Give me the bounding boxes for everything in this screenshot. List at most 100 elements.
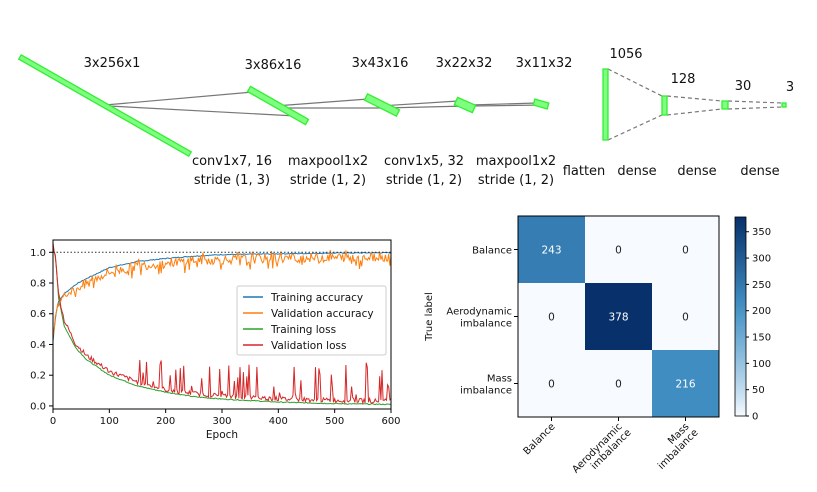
layer-shape-label: 3 (786, 80, 794, 95)
cell-value: 0 (682, 312, 689, 324)
series-line (52, 251, 392, 342)
legend-label: Validation accuracy (271, 308, 374, 320)
layer-shape-label: 128 (671, 72, 696, 87)
legend-label: Training loss (270, 324, 336, 336)
y-tick-label: 0.2 (30, 371, 46, 382)
connection-line (108, 105, 297, 117)
y-tick-label: 0.4 (30, 340, 46, 351)
feature-map-block (532, 98, 550, 110)
training-curves-chart: 0 100 200 300 400 500 600 0.0 0.2 0.4 0.6 0.8 1.0 Epo… (30, 239, 401, 441)
colorbar-tick-label: 300 (752, 254, 771, 265)
dense-layer-block (602, 68, 609, 141)
series-line (52, 249, 392, 337)
series-line (52, 242, 392, 405)
cell-value: 0 (548, 312, 555, 324)
legend-label: Training accuracy (270, 292, 363, 304)
matrix-cell (652, 283, 719, 350)
operation-label: maxpool1x2 (288, 154, 368, 169)
dense-connection-line (666, 95, 723, 102)
feature-map-block (363, 92, 401, 118)
dense-label: dense (617, 164, 656, 179)
dense-layer-block (661, 95, 668, 116)
y-tick-label: 0.8 (30, 279, 46, 290)
cell-value: 0 (615, 379, 622, 391)
y-tick-label: 1.0 (30, 248, 46, 259)
row-label: imbalance (460, 386, 512, 397)
feature-map-block (453, 96, 477, 114)
colorbar-tick-label: 50 (752, 385, 765, 396)
dense-layer-block (781, 102, 787, 108)
colorbar-tick-label: 250 (752, 280, 771, 291)
colorbar-tick-label: 0 (752, 412, 758, 423)
architecture-diagram: 3x256x1 3x86x16 3x43x16 3x22x32 3x11x32 1056 1… (17, 47, 794, 188)
colorbar-tick-label: 200 (752, 306, 771, 317)
operation-stride-label: stride (1, 3) (194, 173, 270, 188)
feature-map-block (246, 85, 310, 126)
series-line (52, 244, 391, 406)
operation-label: conv1x7, 16 (192, 154, 272, 169)
colorbar (734, 216, 747, 417)
matrix-cell (585, 283, 652, 350)
layer-shape-label: 3x11x32 (516, 56, 573, 71)
connection-line (469, 102, 538, 106)
row-label: Mass (487, 374, 512, 385)
flatten-label: flatten (563, 164, 606, 179)
x-tick-label: 100 (100, 416, 119, 427)
connection-line (382, 105, 469, 109)
cell-value: 0 (682, 245, 689, 257)
matrix-cell (652, 216, 719, 283)
x-tick-label: 0 (50, 416, 56, 427)
dense-connection-line (727, 106, 783, 110)
confusion-matrix: 243 0 00 378 00 0 216BalanceAerodynamicimbalan… (424, 215, 771, 475)
dense-connection-line (666, 108, 723, 116)
legend-box (236, 285, 387, 356)
dense-label: dense (677, 164, 716, 179)
layer-shape-label: 3x256x1 (84, 56, 141, 71)
colorbar-tick-label: 150 (752, 333, 771, 344)
matrix-cell (585, 216, 652, 283)
y-tick-label: 0.0 (30, 401, 46, 412)
row-label: Aerodynamic (446, 307, 512, 318)
operation-stride-label: stride (1, 2) (478, 173, 554, 188)
cell-value: 243 (541, 245, 561, 257)
y-tick-label: 0.6 (30, 309, 46, 320)
connection-line (379, 100, 459, 107)
cell-value: 216 (675, 379, 695, 391)
operation-stride-label: stride (1, 2) (290, 173, 366, 188)
matrix-cell (518, 216, 585, 283)
y-axis-label: True label (424, 292, 435, 342)
x-axis-label: Epoch (206, 429, 238, 441)
dense-connection-line (727, 100, 783, 104)
x-tick-label: 600 (381, 416, 400, 427)
row-label: imbalance (460, 319, 512, 330)
col-label: Balance (522, 421, 558, 457)
dense-label: dense (740, 164, 779, 179)
x-tick-label: 400 (269, 416, 288, 427)
connection-line (274, 98, 369, 107)
matrix-cell (518, 283, 585, 350)
x-tick-label: 200 (156, 416, 175, 427)
row-label: Balance (472, 246, 512, 257)
matrix-cell (585, 350, 652, 417)
x-tick-label: 300 (212, 416, 231, 427)
dense-layer-block (721, 100, 729, 110)
operation-label: maxpool1x2 (476, 154, 556, 169)
x-tick-label: 500 (325, 416, 344, 427)
operation-label: conv1x5, 32 (384, 154, 464, 169)
layer-shape-label: 3x22x32 (436, 56, 493, 71)
cell-value: 0 (548, 379, 555, 391)
feature-map-block (17, 53, 193, 158)
colorbar-tick-label: 350 (752, 227, 771, 238)
layer-shape-label: 1056 (609, 47, 642, 62)
matrix-cell (652, 350, 719, 417)
legend-label: Validation loss (271, 340, 346, 352)
layer-shape-label: 3x86x16 (245, 58, 302, 73)
colorbar-tick-label: 100 (752, 359, 771, 370)
layer-shape-label: 30 (735, 79, 752, 94)
cell-value: 378 (608, 312, 628, 324)
cell-value: 0 (615, 245, 622, 257)
dense-connection-line (607, 68, 663, 97)
layer-shape-label: 3x43x16 (352, 56, 409, 71)
dense-connection-line (607, 114, 663, 141)
